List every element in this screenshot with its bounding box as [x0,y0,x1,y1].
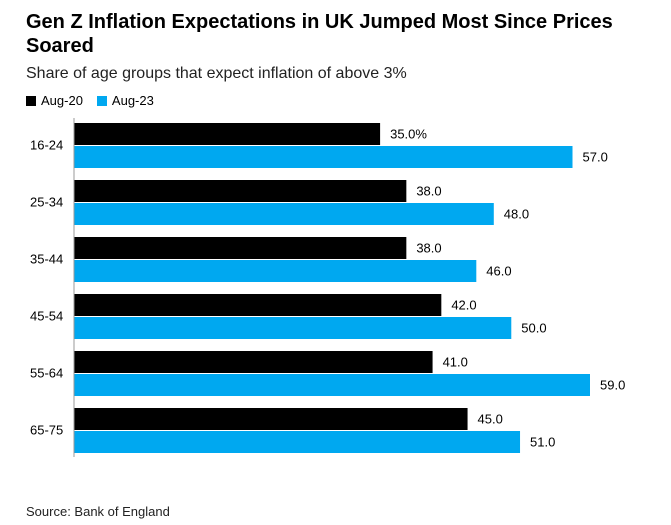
bar [74,374,590,396]
value-label: 51.0 [530,434,555,449]
y-tick-label: 25-34 [30,194,63,209]
value-label: 48.0 [504,206,529,221]
bar [74,431,521,453]
value-label: 45.0 [478,411,503,426]
value-label: 50.0 [521,320,546,335]
value-label: 59.0 [600,377,625,392]
y-tick-label: 35-44 [30,251,63,266]
value-label: 38.0 [416,183,441,198]
y-tick-label: 65-75 [30,422,63,437]
bar [74,351,433,373]
bar [74,237,407,259]
bar [74,146,573,168]
chart-title: Gen Z Inflation Expectations in UK Jumpe… [26,11,613,57]
value-label: 38.0 [416,240,441,255]
chart-subtitle: Share of age groups that expect inflatio… [26,65,407,82]
value-label: 46.0 [486,263,511,278]
value-label: 41.0 [443,354,468,369]
bar [74,317,512,339]
bar [74,294,442,316]
value-label: 57.0 [583,149,608,164]
legend-swatch [26,95,36,106]
value-label: 35.0% [390,126,427,141]
legend-item: Aug-23 [96,93,154,108]
bar [74,260,477,282]
bar [74,180,407,202]
bar [74,203,494,225]
y-tick-label: 55-64 [30,365,63,380]
legend-swatch [96,95,107,106]
value-label: 42.0 [451,297,476,312]
legend-label: Aug-23 [111,93,154,108]
legend: Aug-20 Aug-23 [26,93,154,108]
legend-label: Aug-20 [41,93,83,108]
source: Source: Bank of England [26,504,170,519]
y-tick-label: 16-24 [30,137,63,152]
bar [74,123,381,145]
y-tick-label: 45-54 [30,308,63,323]
legend-item: Aug-20 [26,93,83,108]
bar [74,408,468,430]
